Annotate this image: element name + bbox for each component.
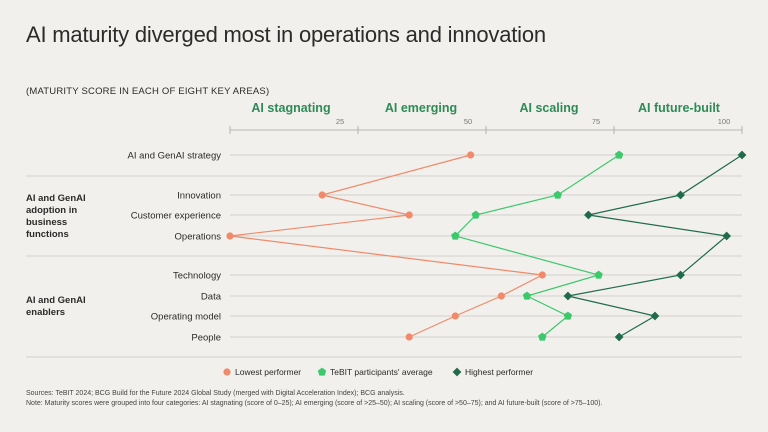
data-point-1-8	[405, 333, 413, 341]
data-point-3-1	[737, 150, 747, 160]
series-line-1	[229, 154, 545, 338]
data-point-1-4	[226, 232, 234, 240]
data-point-3-3	[584, 210, 593, 220]
row-label: Customer experience	[131, 211, 221, 222]
data-point-3-7	[650, 311, 660, 321]
data-point-2-7	[563, 311, 573, 320]
data-point-1-2	[318, 191, 326, 199]
data-point-1-3	[405, 211, 413, 219]
row-label: AI and GenAI strategy	[128, 151, 222, 162]
page-title: AI maturity diverged most in operations …	[26, 22, 546, 47]
data-point-3-5	[676, 270, 685, 280]
data-point-3-6	[563, 291, 573, 301]
tick-label-75: 75	[592, 117, 600, 126]
legend-marker-1	[223, 368, 231, 376]
data-point-2-4	[451, 231, 460, 240]
band-label-1: AI stagnating	[251, 101, 330, 115]
data-point-2-5	[594, 270, 603, 279]
data-point-1-6	[497, 292, 505, 300]
legend-label-1: Lowest performer	[235, 367, 301, 377]
tick-label-100: 100	[718, 117, 731, 126]
methodology-note: Note: Maturity scores were grouped into …	[26, 399, 603, 407]
data-point-1-5	[538, 271, 546, 279]
row-label: Technology	[173, 271, 221, 282]
legend-marker-2	[317, 367, 327, 376]
row-label: Innovation	[177, 191, 221, 202]
series-line-3	[567, 154, 743, 338]
data-point-2-1	[614, 150, 624, 159]
row-label: Operations	[175, 232, 222, 243]
group-label-enablers: AI and GenAI enablers	[26, 295, 86, 318]
data-point-1-1	[467, 151, 475, 159]
tick-label-50: 50	[464, 117, 472, 126]
legend-marker-3	[452, 367, 462, 377]
band-label-2: AI emerging	[385, 101, 457, 115]
row-label: Operating model	[151, 312, 221, 323]
legend-label-3: Highest performer	[465, 367, 533, 377]
data-point-1-7	[451, 312, 459, 320]
legend-label-2: TeBIT participants' average	[330, 367, 433, 377]
data-point-3-2	[676, 190, 685, 200]
group-label-adoption: AI and GenAI adoption in business functions	[26, 193, 86, 240]
footer: Sources: TeBIT 2024; BCG Build for the F…	[26, 389, 602, 408]
row-label: People	[191, 333, 221, 344]
data-point-3-4	[722, 231, 732, 241]
data-point-2-8	[538, 332, 547, 341]
data-point-2-2	[553, 190, 562, 199]
row-label: Data	[201, 292, 222, 303]
sources-note: Sources: TeBIT 2024; BCG Build for the F…	[26, 390, 405, 397]
data-point-2-6	[522, 291, 532, 300]
data-point-3-8	[614, 332, 624, 342]
tick-label-25: 25	[336, 117, 344, 126]
chart-subtitle: (MATURITY SCORE IN EACH OF EIGHT KEY ARE…	[26, 86, 270, 97]
data-point-2-3	[471, 210, 480, 219]
band-label-4: AI future-built	[638, 101, 721, 115]
series-line-2	[454, 154, 620, 338]
band-label-3: AI scaling	[519, 101, 578, 115]
